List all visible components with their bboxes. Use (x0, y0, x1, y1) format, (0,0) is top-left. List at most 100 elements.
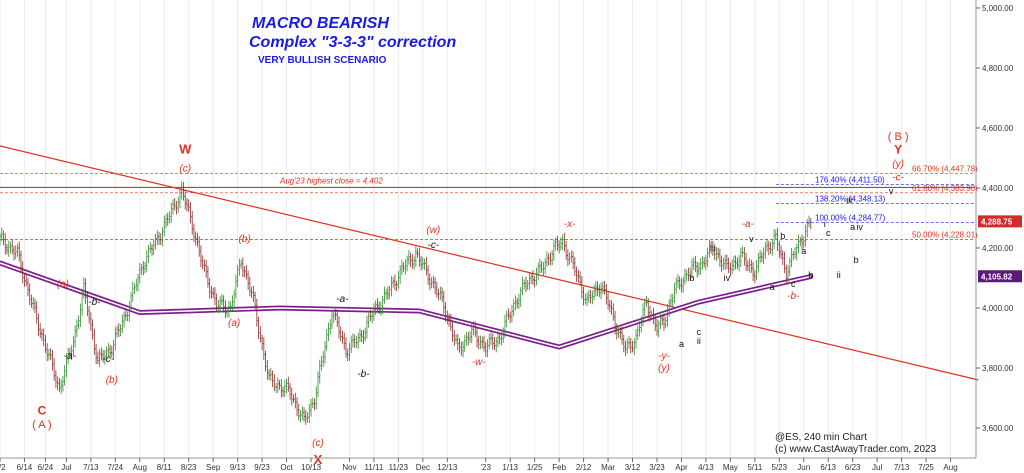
price-tags: 4,288.75 4,105.82 (978, 215, 1022, 283)
wave-label: iv (724, 273, 731, 283)
wave-labels: C( A ) (a) -a- -b- -c- (b) W (c) (b) (a) -a- -b- (c)… (32, 131, 908, 467)
wave-label: (b) (106, 375, 118, 386)
x-tick-label: 5/11 (747, 463, 763, 472)
chart-title: MACRO BEARISH (252, 15, 389, 32)
x-tick-label: Mar (601, 463, 615, 472)
wave-label: W (179, 142, 192, 157)
x-tick-label: Jul (61, 463, 71, 472)
wave-label: a (770, 282, 775, 292)
x-tick-label: 7/24 (108, 463, 124, 472)
wave-label: -y- (658, 351, 670, 362)
wave-label: c (791, 279, 796, 289)
wave-label: a (679, 339, 684, 349)
x-tick-label: Sep (206, 463, 221, 472)
wave-label: -x- (564, 219, 576, 230)
x-tick-label: 6/23 (845, 463, 861, 472)
moving-average-band (0, 260, 814, 350)
wave-label: b (689, 273, 694, 283)
x-tick-label: 7/13 (83, 463, 99, 472)
wave-label: a (850, 222, 855, 232)
wave-label: -a- (742, 219, 755, 230)
y-tick-label: 3,600.00 (982, 424, 1014, 433)
wave-label: -c- (892, 173, 904, 184)
wave-label: -b- (88, 297, 101, 308)
x-tick-label: 6/13 (820, 463, 836, 472)
wave-label: ii (837, 270, 841, 280)
price-tag-box (978, 270, 1022, 283)
x-tick-label: 11/23 (389, 463, 409, 472)
x-tick-label: 1/13 (502, 463, 518, 472)
x-tick-label: Apr (675, 463, 688, 472)
price-tag-label: 4,288.75 (981, 217, 1013, 226)
wave-label: -b- (787, 291, 800, 302)
trendline (0, 145, 979, 381)
moving-average-inner (0, 262, 811, 348)
x-tick-label: 2/12 (576, 463, 592, 472)
x-tick-label: 1/25 (527, 463, 543, 472)
x-tick-label: Feb (552, 463, 566, 472)
fib-retracement-label: 61.80% (4,383.90) (912, 184, 978, 193)
y-tick-label: 4,400.00 (982, 184, 1014, 193)
x-tick-label: 9/13 (230, 463, 246, 472)
wave-label: v (749, 234, 754, 244)
x-tick-label: Nov (342, 463, 356, 472)
y-tick-label: 4,200.00 (982, 244, 1014, 253)
x-tick-label: 4/13 (698, 463, 714, 472)
wave-label: Y (894, 143, 902, 157)
x-tick-label: 7/13 (894, 463, 910, 472)
chart-subtitle: Complex "3-3-3" correction (249, 34, 456, 51)
credit-line-1: @ES, 240 min Chart (775, 432, 867, 443)
x-tick-label: 3/12 (625, 463, 641, 472)
wave-label: (b) (239, 234, 251, 245)
wave-label: ( B ) (888, 131, 909, 143)
wave-label: (a) (57, 279, 69, 290)
y-tick-label: 4,000.00 (982, 304, 1014, 313)
wave-label: b (780, 231, 785, 241)
x-axis: 6/2 6/14 6/24 Jul 7/13 7/24 Aug 8/11 8/23 Sep 9/13… (0, 457, 976, 472)
fibonacci-lines: Aug'23 highest close = 4,402 66.70% (4,44… (0, 165, 978, 240)
x-tick-label: May (723, 463, 738, 472)
price-series (0, 181, 812, 425)
fib-extension-label: 100.00% (4,284.77) (815, 214, 886, 223)
wave-label: iv (856, 222, 863, 232)
x-tick-label: 3/23 (649, 463, 665, 472)
y-tick-label: 4,600.00 (982, 124, 1014, 133)
y-axis: 3,600.00 3,800.00 4,000.00 4,200.00 4,400.00… (975, 0, 1014, 458)
x-tick-label: Oct (280, 463, 293, 472)
wave-label: iii (710, 243, 716, 253)
x-tick-label: Dec (416, 463, 430, 472)
x-tick-label: '23 (481, 463, 492, 472)
wave-label: ii (697, 336, 701, 346)
wave-label: v (889, 186, 894, 196)
wave-label: (y) (658, 363, 670, 374)
trendline-line (0, 145, 979, 381)
x-tick-label: 6/24 (38, 463, 54, 472)
x-tick-label: 12/13 (437, 463, 458, 472)
reference-line-label: Aug'23 highest close = 4,402 (279, 176, 383, 185)
fib-extension-label: 138.20% (4,348.13) (815, 195, 886, 204)
x-tick-label: Aug (133, 463, 147, 472)
x-tick-label: 7/25 (918, 463, 934, 472)
wave-label: (y) (892, 159, 904, 170)
credit-line-2: (c) www.CastAwayTrader.com, 2023 (775, 444, 937, 455)
price-tag-label: 4,105.82 (981, 272, 1013, 281)
fib-retracement-label: 66.70% (4,447.78) (912, 165, 978, 174)
wave-label: -c- (102, 354, 114, 365)
x-tick-label: 8/23 (181, 463, 197, 472)
wave-label: iii (846, 195, 852, 205)
wave-label: ( A ) (32, 419, 52, 431)
wave-label: C (38, 404, 47, 418)
wave-label: X (314, 452, 323, 467)
wave-label: c (826, 228, 831, 238)
wave-label: (c) (312, 438, 324, 449)
x-tick-label: 8/11 (157, 463, 173, 472)
x-tick-label: Jul (872, 463, 882, 472)
x-tick-label: 6/14 (17, 463, 33, 472)
price-tag-box (978, 215, 1022, 228)
fib-extension-label: 176.40% (4,411.50) (815, 176, 885, 185)
wave-label: b (808, 270, 813, 280)
y-tick-label: 5,000.00 (982, 4, 1014, 13)
x-tick-label: Jun (797, 463, 810, 472)
